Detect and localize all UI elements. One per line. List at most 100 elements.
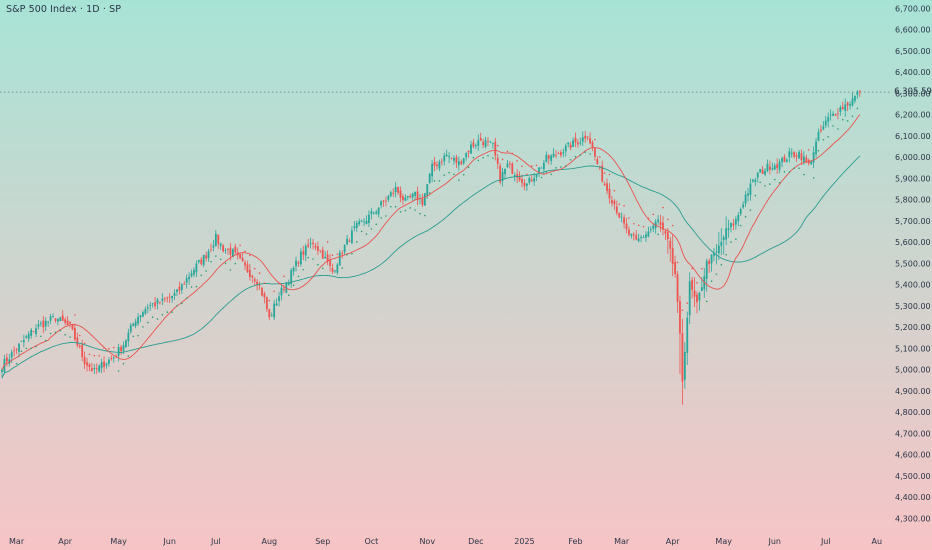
- y-tick-label: 5,500.00: [895, 259, 931, 268]
- candle-body: [248, 269, 251, 277]
- candle-body: [44, 320, 47, 327]
- candle-body: [508, 163, 511, 165]
- stop-dot: [759, 181, 761, 184]
- candle-body: [406, 195, 409, 198]
- x-tick-label: May: [110, 537, 127, 546]
- candle-body: [491, 142, 494, 144]
- stop-dot: [618, 203, 621, 205]
- candle-body: [715, 251, 718, 253]
- candle-body: [798, 151, 800, 159]
- candle-body: [404, 197, 407, 201]
- candle-body: [837, 113, 839, 115]
- stop-dot: [701, 267, 703, 270]
- candle-body: [317, 246, 319, 251]
- candle-body: [611, 200, 613, 204]
- stop-dot: [506, 150, 509, 153]
- stop-dot: [817, 149, 820, 152]
- candle-body: [231, 249, 234, 258]
- candle-body: [681, 333, 684, 382]
- candle-body: [841, 106, 844, 109]
- candle-body: [10, 352, 13, 358]
- candle-body: [93, 368, 96, 370]
- candle-body: [299, 251, 302, 265]
- stop-dot: [147, 321, 149, 324]
- candle-body: [78, 345, 81, 347]
- candle-body: [183, 283, 186, 285]
- candle-body: [355, 223, 358, 229]
- stop-dot: [375, 223, 378, 226]
- candle-body: [110, 358, 113, 360]
- candle-body: [606, 183, 608, 192]
- ma-slow-polyline: [1, 155, 861, 379]
- candle-body: [341, 252, 344, 254]
- candle-body: [628, 229, 630, 235]
- candle-body: [363, 221, 365, 223]
- candle-body: [749, 183, 752, 195]
- candle-body: [827, 117, 830, 122]
- candle-body: [180, 284, 183, 291]
- stop-dot: [715, 273, 718, 275]
- stop-dot: [564, 165, 567, 167]
- candle-body: [462, 158, 465, 164]
- candle-body: [625, 223, 628, 230]
- candle-body: [229, 247, 232, 255]
- candle-body: [127, 332, 130, 342]
- candle-body: [820, 129, 822, 132]
- candle-body: [399, 190, 402, 198]
- candle-body: [623, 217, 625, 224]
- stop-dot: [137, 334, 139, 337]
- stop-dot: [117, 370, 120, 372]
- stop-dot: [705, 300, 708, 303]
- stop-dot: [433, 180, 436, 182]
- candle-body: [30, 329, 33, 336]
- candle-body: [331, 268, 334, 272]
- candle-body: [747, 193, 749, 196]
- stop-dot: [385, 215, 387, 217]
- y-tick-label: 6,300.00: [895, 89, 931, 98]
- candle-body: [815, 141, 817, 155]
- stop-dot: [283, 275, 285, 278]
- candle-body: [166, 297, 169, 299]
- candle-body: [159, 302, 161, 303]
- candle-body: [642, 237, 645, 238]
- candle-body: [372, 212, 375, 214]
- candle-body: [185, 278, 188, 283]
- candle-body: [117, 347, 120, 356]
- candle-body: [42, 320, 45, 328]
- candle-body: [25, 336, 28, 338]
- y-tick-label: 6,500.00: [895, 47, 931, 56]
- candle-body: [423, 193, 426, 206]
- stop-dot: [555, 167, 557, 169]
- stop-dot: [239, 244, 241, 247]
- stop-dot: [326, 241, 329, 243]
- stop-dot: [30, 347, 32, 350]
- stop-dot: [613, 189, 616, 192]
- candle-body: [86, 362, 88, 366]
- candle-body: [589, 137, 591, 144]
- stop-dot: [419, 212, 421, 215]
- candle-body: [594, 148, 596, 157]
- candle-body: [487, 140, 489, 142]
- candle-body: [100, 362, 103, 369]
- y-tick-label: 5,700.00: [895, 217, 931, 226]
- stop-dot: [258, 272, 261, 274]
- candle-body: [402, 196, 404, 201]
- stop-dot: [822, 138, 825, 141]
- stop-dot: [710, 280, 713, 283]
- candle-body: [156, 299, 159, 304]
- candle-body: [737, 215, 740, 222]
- candle-body: [256, 281, 259, 285]
- candle-body: [569, 144, 572, 149]
- candle-body: [538, 167, 540, 173]
- candle-body: [849, 104, 851, 106]
- candle-body: [334, 270, 336, 272]
- stop-dot: [161, 313, 164, 316]
- x-tick-label: Nov: [419, 537, 435, 546]
- stop-dot: [355, 241, 358, 243]
- candle-body: [292, 267, 295, 272]
- candle-body: [496, 157, 499, 164]
- candle-body: [620, 216, 623, 218]
- stop-dot: [103, 347, 105, 349]
- stop-dot: [244, 250, 246, 253]
